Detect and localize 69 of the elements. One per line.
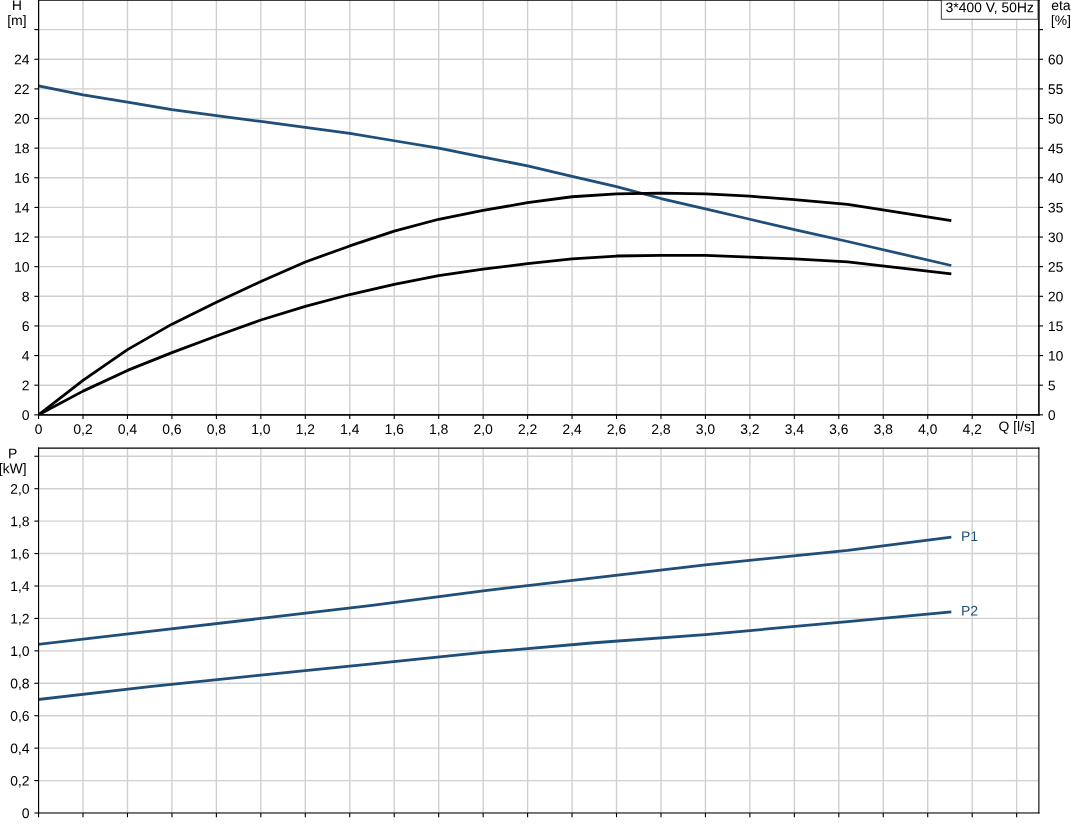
x-tick-label: 0 — [35, 424, 42, 435]
y-tick-label: 2,0 — [10, 484, 29, 496]
x-tick-label: 1,0 — [252, 424, 270, 436]
y-tick-label: 0,2 — [10, 775, 29, 788]
x-tick-label: 1,2 — [296, 424, 315, 436]
series-label: P1 — [962, 531, 978, 541]
x-axis-title: Q [l/s] — [999, 421, 1034, 434]
y-axis-title: P [kW] — [0, 448, 26, 477]
x-tick-label: 1,4 — [341, 424, 360, 436]
x-tick-label: 3,0 — [696, 424, 715, 436]
y-tick-label: 0,8 — [10, 678, 29, 691]
y2-tick-label: 40 — [1048, 173, 1063, 183]
y-axis-title: H [m] — [8, 0, 26, 28]
x-tick-label: 2,2 — [518, 424, 537, 436]
y2-tick-label: 15 — [1048, 321, 1063, 332]
x-tick-label: 3,6 — [829, 424, 848, 436]
y-tick-label: 22 — [14, 84, 29, 94]
y-tick-label: 14 — [15, 202, 30, 213]
x-tick-label: 4,2 — [962, 424, 982, 436]
line-series — [38, 610, 952, 701]
y-tick-label: 1,6 — [11, 548, 29, 561]
x-tick-label: 0,2 — [73, 424, 92, 436]
y-tick-label: 4 — [22, 351, 30, 361]
y-tick-label: 1,4 — [11, 581, 30, 593]
y-tick-label: 24 — [14, 54, 30, 65]
y-tick-label: 10 — [15, 262, 29, 272]
x-tick-label: 3,4 — [785, 424, 804, 436]
y-tick-label: 1,2 — [11, 613, 29, 626]
x-tick-label: 2,0 — [474, 424, 493, 436]
x-tick-label: 0,6 — [162, 424, 181, 436]
y-tick-label: 12 — [15, 232, 29, 243]
y-tick-label: 18 — [15, 143, 29, 154]
y-tick-label: 1,8 — [11, 516, 29, 528]
x-tick-label: 3,2 — [740, 424, 759, 436]
series-label: P2 — [962, 605, 978, 616]
y2-tick-label: 25 — [1048, 262, 1063, 272]
y-tick-label: 16 — [15, 173, 29, 183]
y2-tick-label: 30 — [1048, 232, 1063, 243]
x-tick-label: 2,6 — [607, 424, 626, 436]
y-tick-label: 2 — [22, 380, 29, 391]
y-tick-label: 1,0 — [11, 646, 29, 658]
line-series — [38, 535, 952, 646]
x-tick-label: 0,4 — [118, 424, 137, 436]
y-tick-label: 0 — [22, 410, 29, 420]
y2-tick-label: 45 — [1048, 143, 1063, 154]
line-series — [38, 84, 952, 267]
y-tick-label: 6 — [22, 321, 29, 332]
x-tick-label: 1,8 — [430, 424, 448, 436]
y2-tick-label: 60 — [1048, 54, 1063, 65]
x-tick-label: 2,8 — [652, 424, 671, 436]
y-tick-label: 0,6 — [10, 711, 29, 723]
y-tick-label: 20 — [14, 113, 29, 124]
y2-tick-label: 10 — [1048, 350, 1063, 361]
x-tick-label: 1,6 — [385, 424, 404, 436]
y2-tick-label: 0 — [1048, 410, 1056, 420]
y-tick-label: 0,4 — [10, 743, 30, 755]
y-tick-label: 8 — [22, 291, 29, 302]
y-tick-label: 0 — [22, 808, 29, 819]
y2-tick-label: 55 — [1048, 84, 1063, 95]
x-tick-label: 0,8 — [207, 424, 226, 436]
y2-tick-label: 50 — [1048, 113, 1063, 124]
x-tick-label: 4,0 — [918, 424, 937, 436]
y2-tick-label: 20 — [1048, 291, 1063, 302]
y2-tick-label: 5 — [1048, 380, 1056, 391]
annotation: 3*400 V, 50Hz — [946, 2, 1034, 14]
x-tick-label: 3,8 — [874, 424, 893, 436]
y2-axis-title: eta [%] — [1051, 1, 1071, 28]
x-tick-label: 2,4 — [563, 424, 582, 436]
y2-tick-label: 35 — [1048, 202, 1063, 213]
